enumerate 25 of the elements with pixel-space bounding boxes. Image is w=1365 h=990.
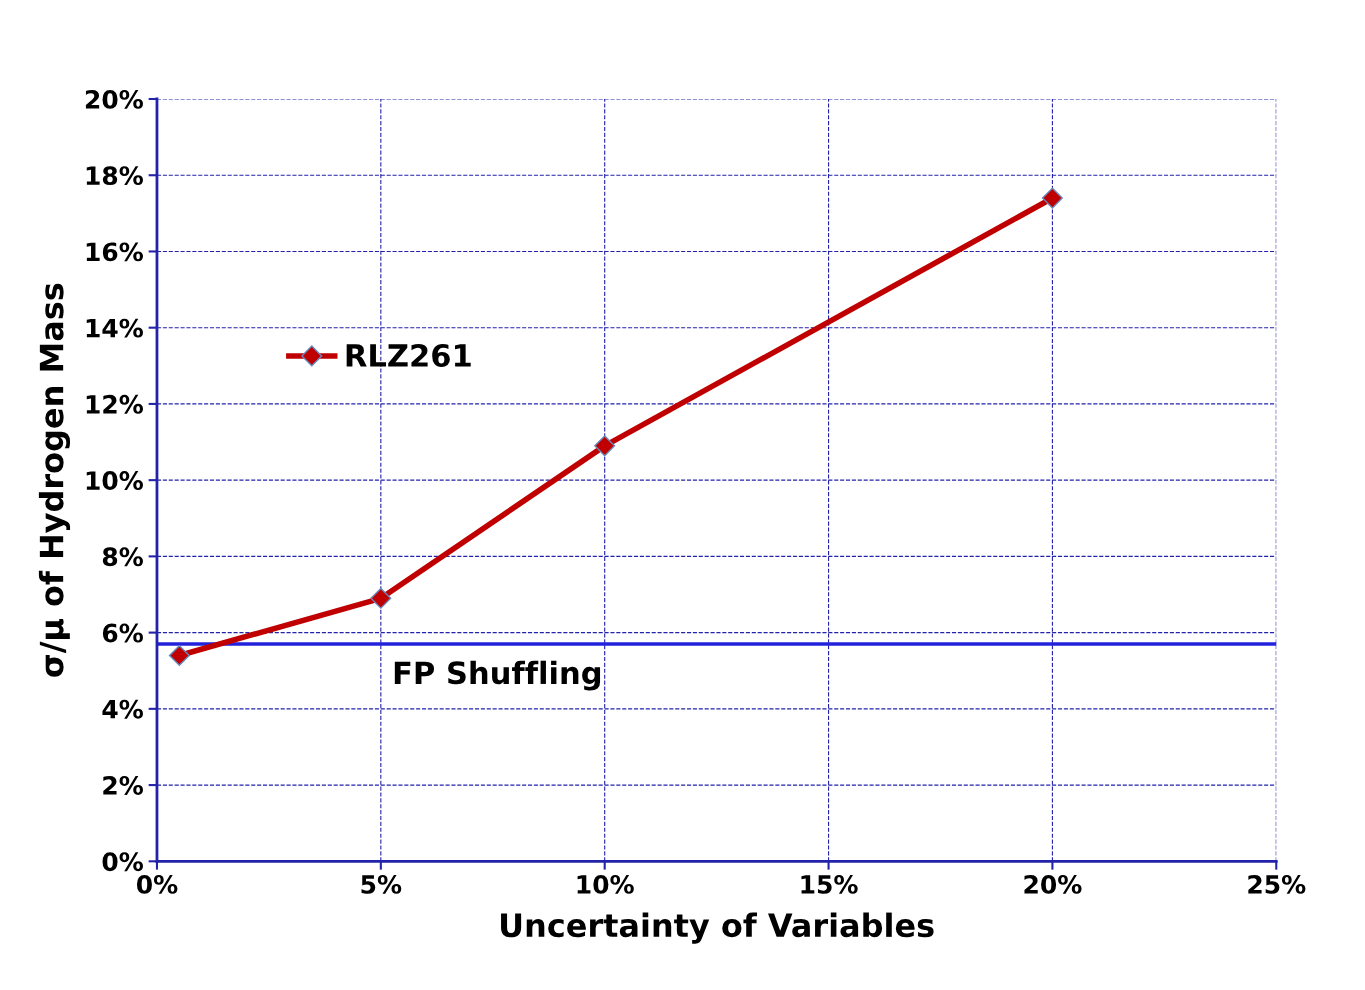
legend-label: RLZ261: [346, 343, 471, 368]
y-tick-label: 12%: [86, 394, 143, 414]
x-axis-title: Uncertainty of Variables: [501, 912, 934, 944]
y-tick-label: 20%: [85, 89, 143, 109]
point: [1041, 187, 1063, 209]
point: [594, 435, 616, 457]
y-tick-label: 8%: [102, 547, 143, 567]
x-tick-label: 20%: [1024, 874, 1082, 894]
ref-line-label: FP Shuffling: [394, 660, 601, 691]
point: [370, 587, 392, 609]
y-tick-label: 4%: [102, 699, 143, 719]
x-tick-label: 0%: [136, 874, 178, 894]
x-tick-label: 15%: [801, 874, 858, 894]
y-tick-label: 0%: [102, 852, 143, 872]
y-tick-label: 14%: [86, 318, 143, 338]
y-axis-title: σ/μ of Hydrogen Mass: [38, 283, 71, 677]
y-tick-label: 2%: [103, 776, 143, 795]
y-tick-label: 16%: [86, 242, 143, 262]
y-tick-label: 6%: [102, 623, 143, 643]
point: [168, 644, 190, 666]
y-tick-label: 10%: [86, 471, 143, 490]
x-tick-label: 25%: [1248, 874, 1306, 894]
x-tick-label: 10%: [577, 874, 634, 894]
y-tick-label: 18%: [86, 166, 143, 186]
x-tick-label: 5%: [361, 874, 402, 894]
